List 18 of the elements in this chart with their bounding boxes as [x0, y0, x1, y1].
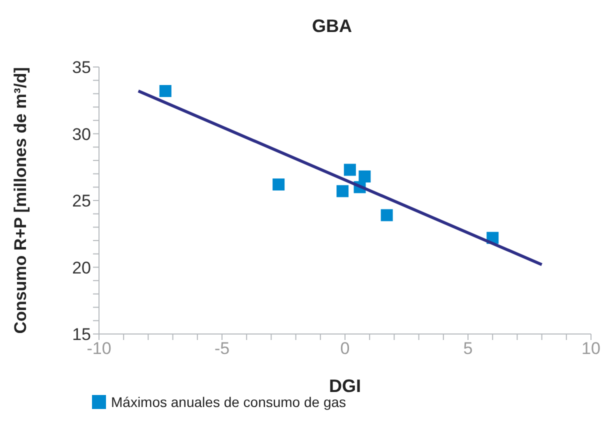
point: [358, 170, 371, 182]
x-tick-label: -5: [214, 339, 230, 358]
y-tick-label: 30: [72, 124, 91, 144]
y-axis-title: Consumo R+P [millones de m³/d]: [11, 67, 30, 334]
x-axis-title: DGI: [328, 376, 362, 396]
point: [159, 85, 172, 98]
x-tick-label: 5: [463, 339, 473, 358]
legend-label: Máximos anuales de consumo de gas: [111, 394, 346, 410]
y-tick-label: 25: [72, 192, 91, 211]
chart-title: GBA: [311, 15, 353, 38]
point: [344, 164, 356, 176]
point: [380, 209, 393, 222]
point: [336, 185, 349, 198]
x-tick-label: 0: [340, 339, 350, 358]
point: [272, 178, 285, 190]
y-tick-label: 20: [72, 258, 91, 278]
x-tick-label: 10: [582, 339, 600, 358]
y-tick-label: 35: [72, 58, 91, 78]
